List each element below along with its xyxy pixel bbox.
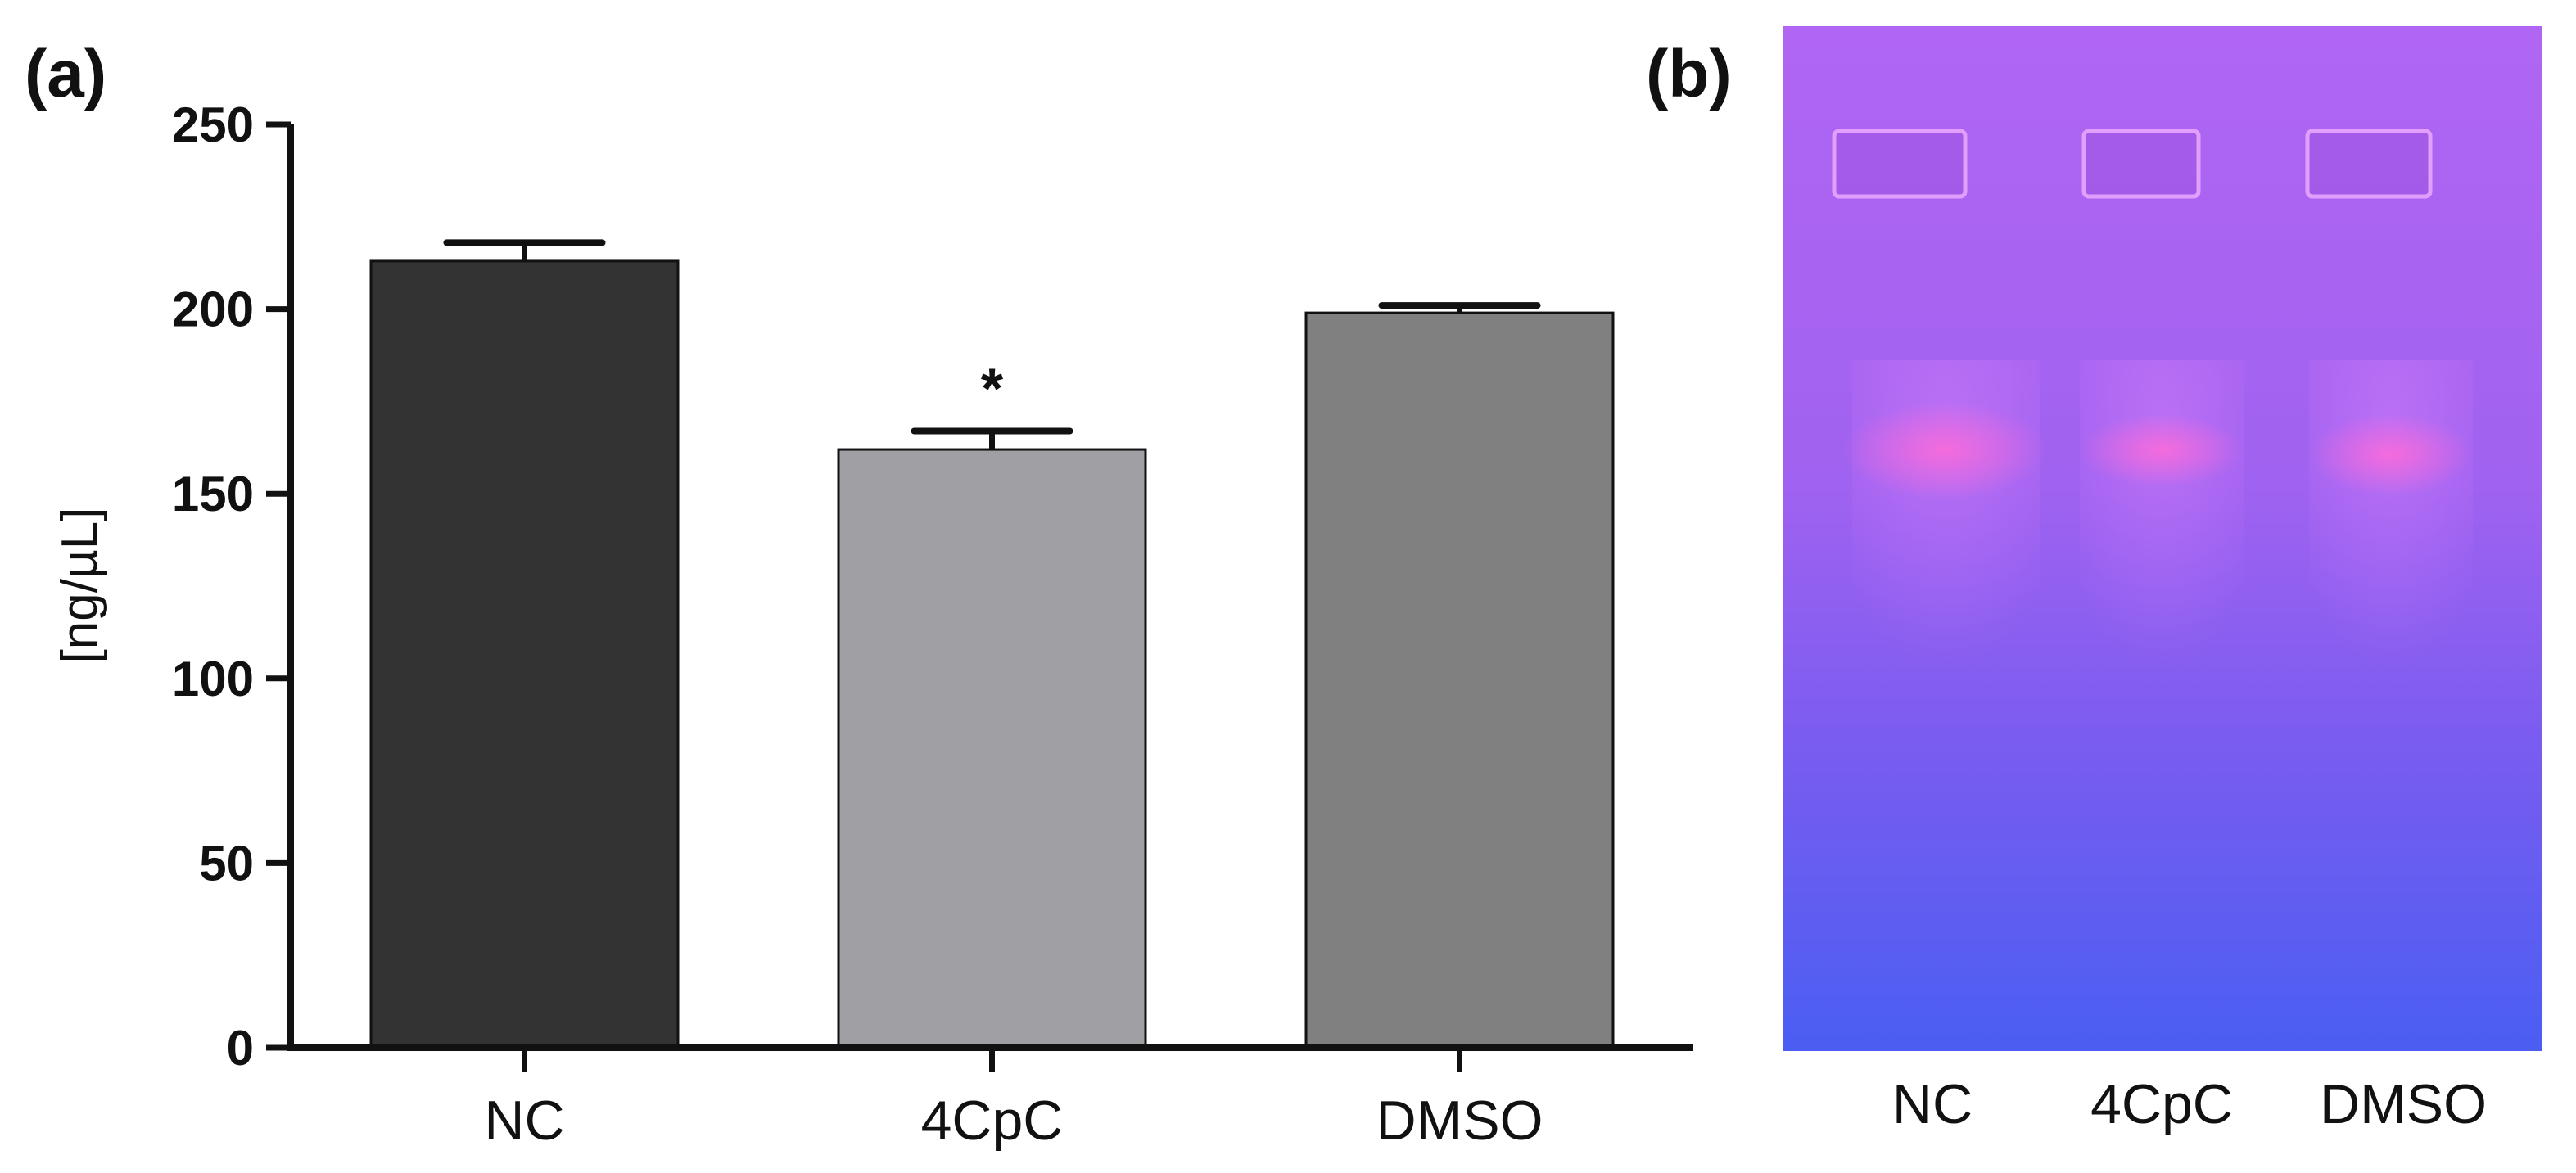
gel-smear-dmso [2309,360,2473,704]
gel-lane-label-nc: NC [1892,1073,1973,1135]
x-ticks: NC 4CpC DMSO [484,1048,1543,1152]
bar-nc [369,259,680,1049]
gel-band-dmso [2309,413,2473,495]
y-tick-label-150: 150 [172,467,254,521]
bar-chart: (a) [ng/µL] * 0 50 100 150 200 250 NC 4CpC DMSO [25,37,1693,1152]
y-ticks: 0 50 100 150 200 250 [172,97,291,1076]
y-tick-label-0: 0 [227,1021,254,1076]
bar-4cpc [837,448,1147,1049]
gel-band-nc [1842,401,2047,499]
x-tick-label-4cpc: 4CpC [921,1090,1064,1152]
gel-well-dmso [2305,129,2433,199]
y-tick-label-50: 50 [199,836,254,891]
y-tick-label-100: 100 [172,652,254,706]
x-tick-label-dmso: DMSO [1376,1090,1543,1152]
significance-annotations: * [981,356,1004,420]
gel-lane-label-4cpc: 4CpC [2090,1073,2233,1135]
gel-well-4cpc [2081,129,2201,199]
bar-dmso [1304,311,1615,1049]
gel-panel: (b) NC 4CpC DMSO [1646,26,2542,1135]
panel-a-label: (a) [25,37,106,111]
error-bars [443,239,1541,450]
y-tick-label-250: 250 [172,97,254,152]
gel-smear-4cpc [2080,360,2244,704]
gel-lane-label-dmso: DMSO [2320,1073,2487,1135]
gel-well-nc [1832,129,1968,199]
y-axis-title: [ng/µL] [52,508,108,664]
panel-b-label: (b) [1646,37,1732,111]
gel-band-4cpc [2080,413,2244,487]
y-tick-label-200: 200 [172,282,254,337]
gel-image [1783,26,2542,1051]
significance-mark-4cpc: * [981,356,1004,420]
x-tick-label-nc: NC [484,1090,564,1152]
